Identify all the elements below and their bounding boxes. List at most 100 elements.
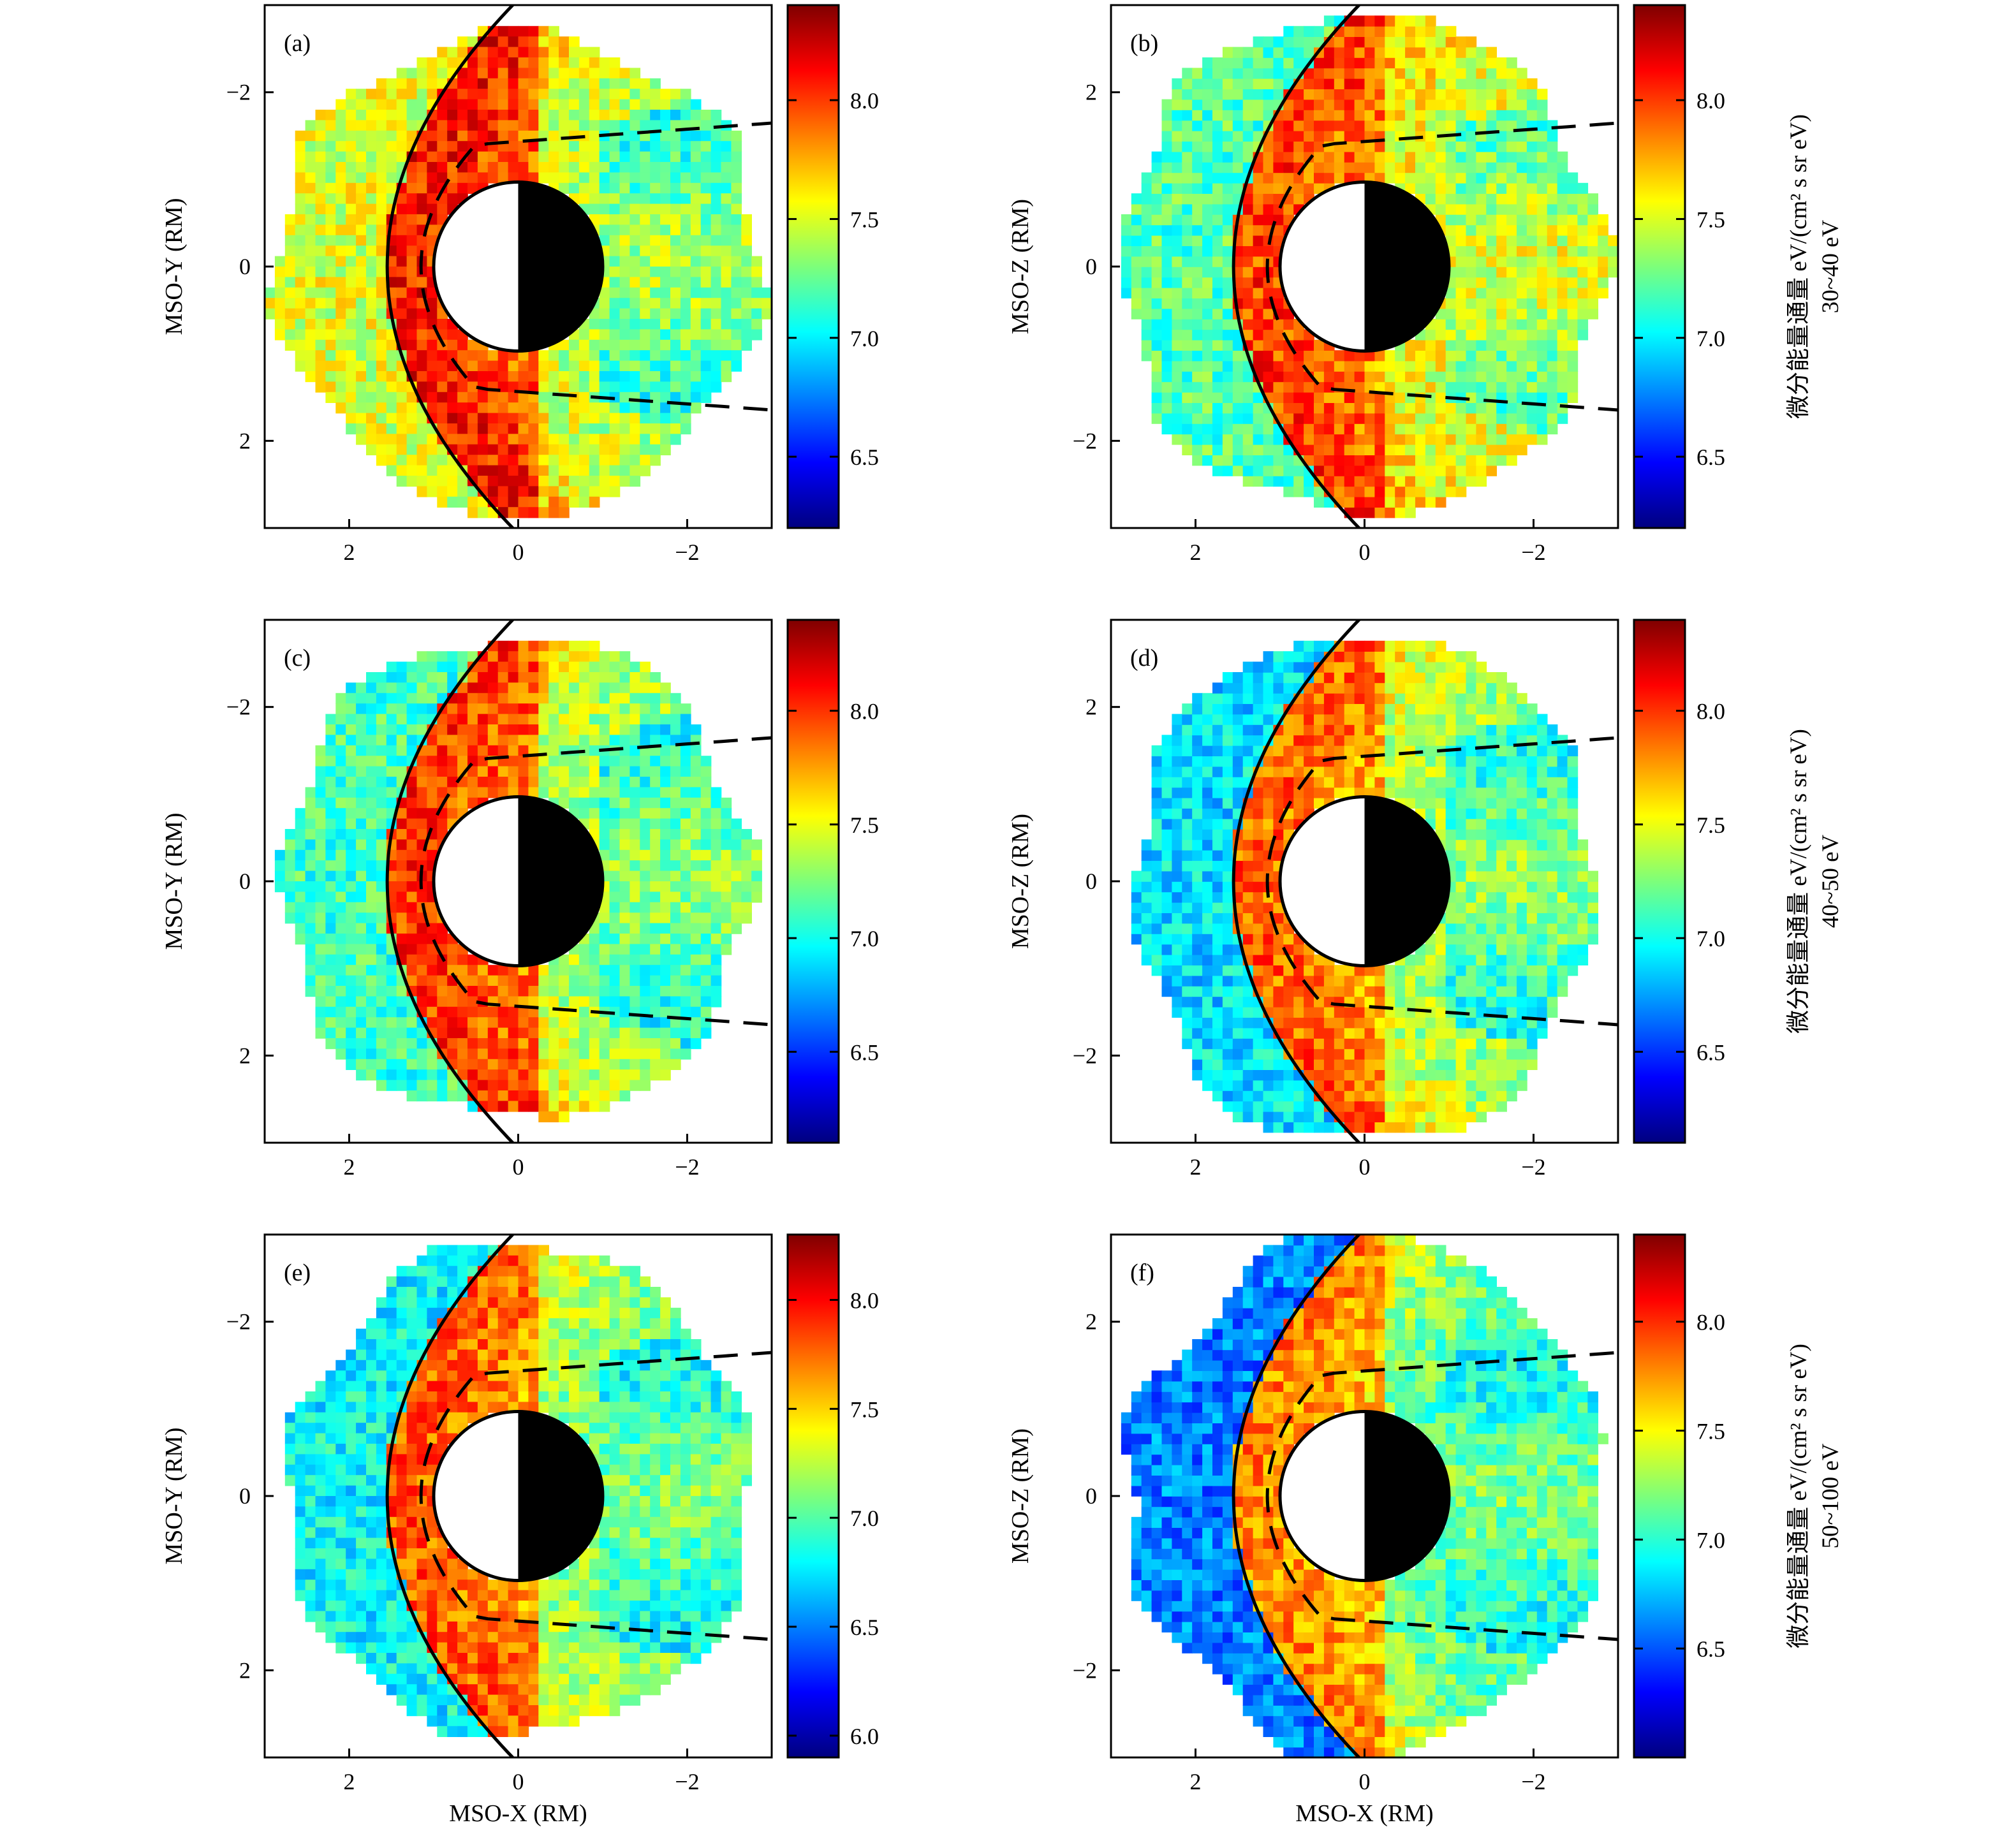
y-tick-label: 2 (239, 1043, 251, 1068)
y-tick-label: −2 (1073, 428, 1097, 453)
colorbar-title: 微分能量通量 eV/(cm² s sr eV) (1785, 1344, 1812, 1648)
heatmap-cells (274, 640, 762, 1122)
panel-c: 2 0 −2 −2 0 2 (c) MSO-Y (RM) 6.5 7.0 7.5 8.0 (161, 619, 879, 1180)
x-tick-label: 0 (513, 539, 524, 565)
plot-area (274, 620, 772, 1143)
colorbar-tick-label: 8.0 (1696, 88, 1725, 114)
panel-label: (c) (284, 645, 311, 671)
planet-nightside (518, 796, 603, 966)
y-axis-label: MSO-Z (RM) (1007, 1428, 1034, 1564)
plot-area (1131, 620, 1618, 1143)
heatmap-cells (1121, 1235, 1608, 1757)
colorbar-tick-label: 7.0 (1696, 926, 1725, 951)
planet-nightside (1364, 182, 1449, 351)
panel-a: 2 0 −2 −2 0 2 (a) MSO-Y (RM) 6.5 7.0 7.5 8.0 (161, 4, 879, 565)
x-tick-label: 0 (1359, 539, 1371, 565)
panel-f: 2 0 −2 2 0 −2 (f) MSO-Z (RM) MSO-X (RM) 6.5 7.0 7.5… (1007, 1233, 1844, 1827)
colorbar-tick-label: 7.5 (1696, 1419, 1725, 1444)
x-tick-label: −2 (675, 1154, 699, 1180)
energy-range-label: 30~40 eV (1818, 220, 1844, 314)
x-axis-label: MSO-X (RM) (449, 1800, 587, 1827)
colorbar-tick-label: 7.5 (850, 1397, 879, 1422)
y-tick-label: −2 (1073, 1657, 1097, 1683)
y-tick-label: 0 (1085, 254, 1097, 279)
y-tick-label: −2 (226, 1309, 251, 1335)
colorbar-tick-label: 6.5 (850, 1039, 879, 1065)
heatmap-cells (265, 26, 772, 518)
x-tick-label: 0 (513, 1769, 524, 1794)
planet-outline (1278, 180, 1451, 353)
panel-label: (d) (1130, 645, 1158, 671)
colorbar (786, 619, 840, 1144)
y-tick-label: 0 (1085, 1483, 1097, 1509)
y-tick-label: −2 (226, 694, 251, 720)
planet-outline (432, 1410, 605, 1582)
colorbar (1633, 619, 1686, 1144)
panel-label: (e) (284, 1259, 311, 1286)
colorbar-tick-label: 7.5 (850, 812, 879, 838)
x-axis-label: MSO-X (RM) (1295, 1800, 1433, 1827)
x-tick-label: 2 (1190, 539, 1202, 565)
planet-nightside (1364, 1411, 1449, 1581)
colorbar-tick-label: 7.0 (1696, 326, 1725, 351)
colorbar (1633, 1233, 1686, 1759)
colorbar-tick-label: 7.5 (850, 207, 879, 232)
bow-shock-curve (1232, 1235, 1362, 1757)
magnetopause-curve (1265, 1351, 1618, 1641)
colorbar-tick-label: 6.0 (850, 1724, 879, 1749)
y-tick-label: 2 (1085, 694, 1097, 720)
planet-outline (1278, 795, 1451, 967)
magnetopause-curve (1265, 121, 1618, 412)
x-tick-label: 0 (1359, 1769, 1371, 1794)
x-tick-label: 2 (1190, 1154, 1202, 1180)
planet-outline (432, 795, 605, 967)
y-tick-label: 0 (239, 869, 251, 894)
y-tick-label: 0 (239, 254, 251, 279)
y-tick-label: 2 (1085, 1309, 1097, 1335)
colorbar (786, 4, 840, 529)
y-axis-label: MSO-Y (RM) (161, 1428, 188, 1565)
panel-label: (f) (1130, 1259, 1154, 1286)
bow-shock-curve (1232, 620, 1362, 1143)
y-tick-label: 0 (239, 1483, 251, 1509)
colorbar-tick-label: 7.0 (1696, 1527, 1725, 1553)
colorbar (1633, 4, 1686, 529)
colorbar-tick-label: 8.0 (850, 699, 879, 724)
y-tick-label: 0 (1085, 869, 1097, 894)
plot-area (265, 5, 772, 528)
colorbar-tick-label: 8.0 (1696, 1310, 1725, 1335)
y-tick-label: −2 (226, 80, 251, 105)
plot-area (1121, 1235, 1618, 1757)
x-tick-label: 0 (1359, 1154, 1371, 1180)
y-axis-label: MSO-Y (RM) (161, 198, 188, 335)
panel-b: 2 0 −2 2 0 −2 (b) MSO-Z (RM) 6.5 7.0 7.5 8.0 微分能量通量 … (1007, 4, 1844, 565)
energy-range-label: 50~100 eV (1818, 1443, 1844, 1548)
x-tick-label: 2 (344, 1154, 355, 1180)
magnetopause-curve (419, 121, 772, 412)
panel-d: 2 0 −2 2 0 −2 (d) MSO-Z (RM) 6.5 7.0 7.5 8.0 微分能量通量 … (1007, 619, 1844, 1180)
x-tick-label: −2 (1521, 539, 1545, 565)
colorbar-tick-label: 6.5 (1696, 444, 1725, 470)
planet-nightside (518, 1411, 603, 1581)
x-tick-label: 0 (513, 1154, 524, 1180)
panel-e: 2 0 −2 −2 0 2 (e) MSO-Y (RM) MSO-X (RM) 6.0 6.5 7.0… (161, 1233, 879, 1827)
y-tick-label: 2 (239, 1657, 251, 1683)
plot-area (1121, 5, 1618, 528)
x-tick-label: −2 (1521, 1154, 1545, 1180)
colorbar-tick-label: 7.0 (850, 1506, 879, 1531)
x-tick-label: −2 (675, 1769, 699, 1794)
bow-shock-curve (1232, 5, 1362, 528)
magnetopause-curve (1265, 736, 1618, 1027)
colorbar-tick-label: 6.5 (1696, 1039, 1725, 1065)
y-axis-label: MSO-Y (RM) (161, 813, 188, 950)
colorbar-tick-label: 7.5 (1696, 812, 1725, 838)
plot-area (284, 1235, 772, 1757)
planet-outline (1278, 1410, 1451, 1582)
magnetopause-curve (419, 736, 772, 1027)
y-axis-label: MSO-Z (RM) (1007, 814, 1034, 949)
magnetopause-curve (419, 1351, 772, 1641)
y-tick-label: 2 (239, 428, 251, 453)
x-tick-label: 2 (1190, 1769, 1202, 1794)
colorbar-tick-label: 7.5 (1696, 207, 1725, 232)
colorbar-tick-label: 7.0 (850, 926, 879, 951)
